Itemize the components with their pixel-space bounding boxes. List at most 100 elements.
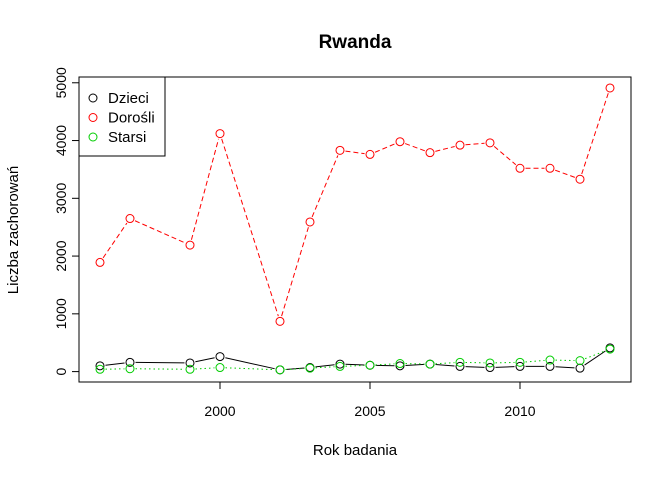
data-point — [335, 361, 345, 371]
series-2 — [95, 83, 615, 326]
data-point — [455, 357, 465, 367]
series-segment — [404, 143, 426, 152]
x-axis-label: Rok badania — [313, 442, 398, 459]
data-point — [275, 316, 285, 326]
series-segment — [584, 350, 606, 366]
data-point — [185, 358, 195, 368]
data-point — [485, 363, 495, 373]
x-tick-label: 2005 — [354, 403, 385, 419]
data-point — [305, 217, 315, 227]
series-segment — [405, 363, 425, 367]
data-point — [365, 360, 375, 370]
series-segment — [554, 169, 576, 178]
data-point — [395, 359, 405, 369]
data-point — [545, 361, 555, 371]
data-point — [95, 257, 105, 267]
data-point — [605, 83, 615, 93]
data-point — [125, 214, 135, 224]
series-segment — [195, 367, 215, 370]
series-segment — [495, 366, 515, 368]
legend-label: Dzieci — [108, 90, 149, 107]
data-point — [575, 356, 585, 366]
series-1 — [95, 343, 615, 375]
data-point — [545, 355, 555, 365]
series-segment — [221, 138, 279, 317]
data-point — [455, 140, 465, 150]
series-segment — [465, 142, 485, 146]
series-segment — [525, 359, 545, 363]
series-segment — [435, 146, 455, 152]
data-point — [215, 352, 225, 362]
data-point — [185, 240, 195, 250]
data-point — [515, 357, 525, 367]
x-tick-label: 2000 — [204, 403, 235, 419]
data-point — [215, 363, 225, 373]
data-point — [515, 163, 525, 173]
legend-marker — [88, 132, 98, 142]
y-tick-label: 4000 — [53, 125, 69, 156]
series-segment — [465, 366, 485, 368]
series-segment — [225, 357, 275, 370]
y-tick-label: 3000 — [53, 183, 69, 214]
data-point — [365, 149, 375, 159]
legend-label: Starsi — [108, 129, 146, 146]
data-point — [185, 364, 195, 374]
data-point — [515, 361, 525, 371]
series-segment — [311, 155, 339, 218]
data-point — [575, 363, 585, 373]
series-segment — [134, 220, 186, 244]
x-axis: 2000 2005 2010 — [204, 382, 536, 419]
plot-frame — [78, 76, 632, 383]
data-point — [425, 359, 435, 369]
series-segment — [435, 364, 455, 367]
series-segment — [195, 357, 215, 363]
data-point — [215, 129, 225, 139]
series-segment — [225, 367, 275, 371]
data-point — [545, 163, 555, 173]
data-point — [455, 361, 465, 371]
series-layer — [95, 83, 615, 375]
series-segment — [190, 138, 220, 240]
series-segment — [105, 362, 125, 366]
y-axis: 0 1000 2000 3000 4000 5000 — [53, 67, 79, 376]
series-segment — [493, 146, 517, 166]
series-segment — [281, 227, 309, 317]
series-3 — [95, 344, 615, 375]
series-segment — [375, 363, 395, 366]
series-segment — [345, 364, 365, 367]
y-tick-label: 5000 — [53, 67, 69, 98]
legend-box — [78, 76, 166, 157]
y-tick-label: 0 — [53, 368, 69, 376]
legend: Dzieci Dorośli Starsi — [78, 76, 166, 157]
data-point — [275, 365, 285, 375]
legend-marker — [88, 93, 98, 103]
data-point — [335, 359, 345, 369]
x-tick-label: 2010 — [504, 403, 535, 419]
series-segment — [374, 143, 396, 153]
series-segment — [555, 366, 575, 369]
series-segment — [581, 93, 609, 175]
data-point — [305, 363, 315, 373]
data-point — [485, 358, 495, 368]
data-point — [395, 137, 405, 147]
data-point — [95, 364, 105, 374]
series-segment — [102, 222, 128, 259]
series-segment — [345, 150, 365, 155]
data-point — [575, 174, 585, 184]
data-point — [95, 361, 105, 371]
y-tick-label: 1000 — [53, 298, 69, 329]
data-point — [125, 357, 135, 367]
data-point — [425, 148, 435, 158]
legend-label: Dorośli — [108, 110, 155, 127]
series-segment — [315, 366, 335, 369]
data-point — [335, 145, 345, 155]
legend-marker — [88, 113, 98, 122]
y-axis-label: Liczba zachorowań — [5, 166, 22, 294]
chart-title: Rwanda — [319, 32, 392, 53]
data-point — [395, 361, 405, 371]
data-point — [605, 344, 615, 354]
series-segment — [285, 367, 305, 371]
data-point — [125, 364, 135, 374]
series-segment — [435, 362, 455, 365]
